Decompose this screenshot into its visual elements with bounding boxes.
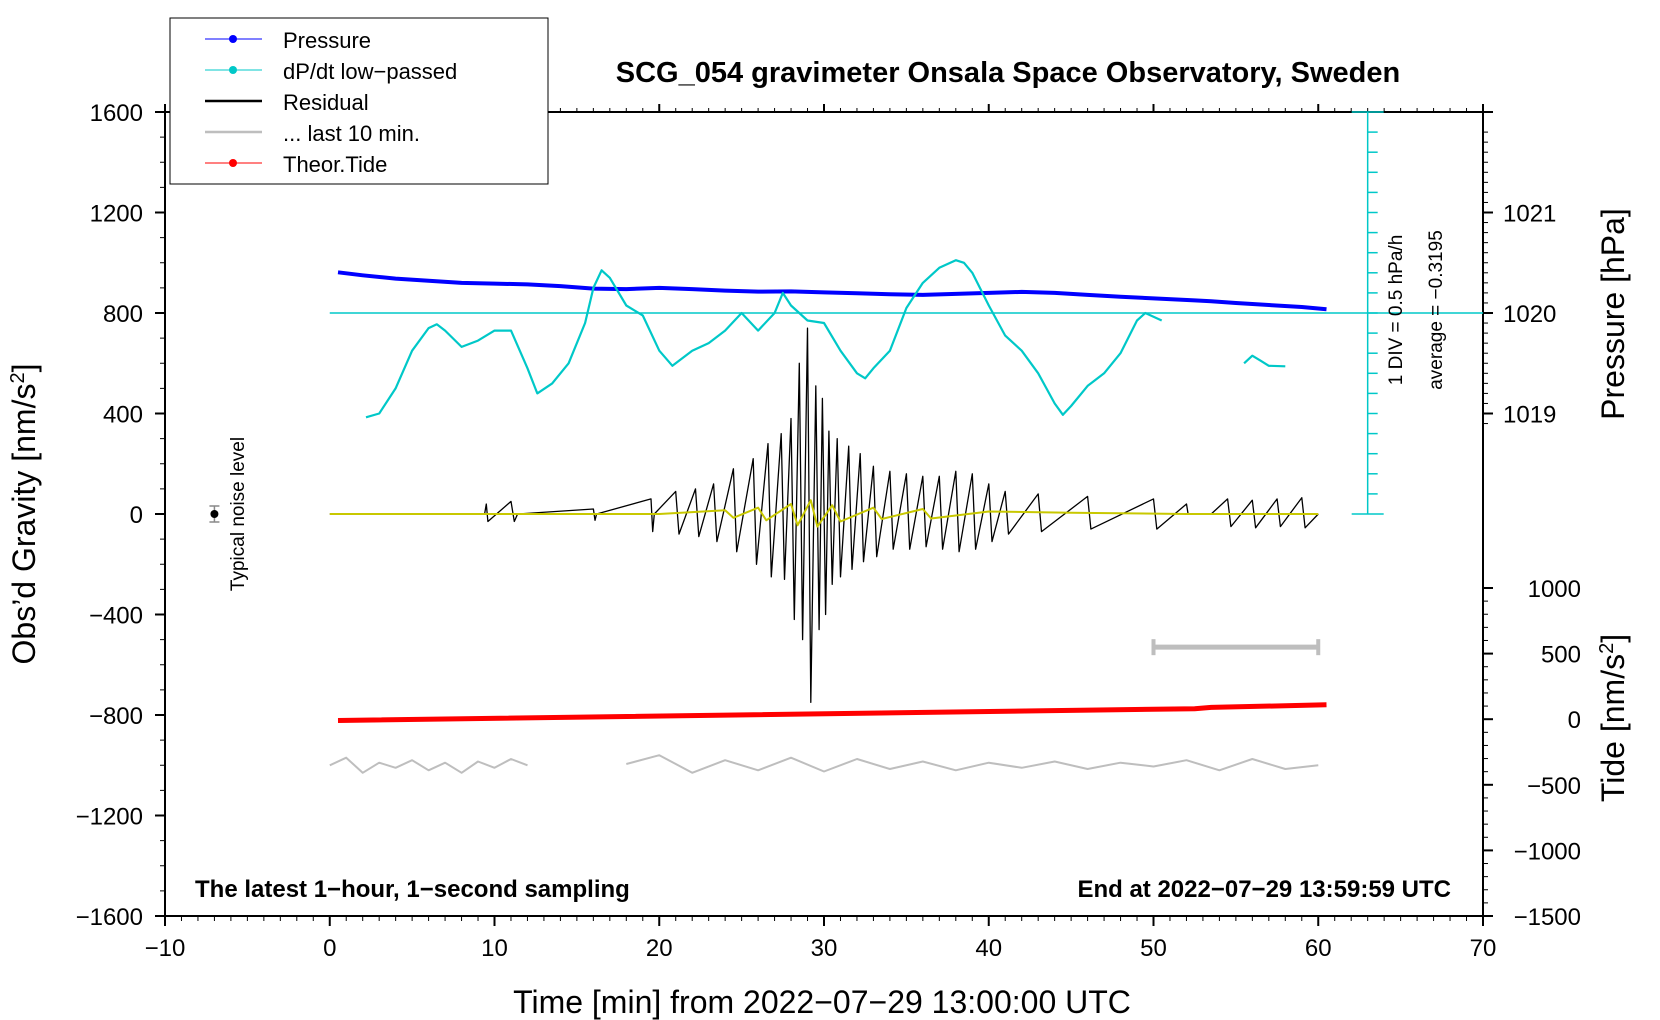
y-tick-label: 1200 [90,201,143,228]
y-tick-label: 1600 [90,100,143,127]
x-tick-label: 40 [975,935,1002,962]
y-axis-ticks: 1600 1200 800 400 0 −400 −800 −1200 −1600 [76,100,165,931]
tide-axis-ticks: 1000 500 0 −500 −1000 −1500 [1483,576,1581,931]
tide-tick-label: −1000 [1514,838,1581,865]
dpdt-average-label: average = −0.3195 [1426,230,1447,390]
tide-tick-label: 1000 [1528,576,1581,603]
legend-label: dP/dt low−passed [283,59,457,84]
tide-tick-label: −1500 [1514,904,1581,931]
series-line [329,327,1189,704]
x-tick-label: 70 [1470,935,1497,962]
legend-marker [229,35,237,43]
legend-marker [229,159,237,167]
y-axis-title-sup: 2 [7,372,29,383]
tide-tick-label: 0 [1568,707,1581,734]
legend-label: Residual [283,90,369,115]
dpdt-scale [329,111,1483,515]
pressure-axis-title: Pressure [hPa] [1595,208,1631,420]
x-tick-label: −10 [145,935,186,962]
chart-extras [209,505,1321,656]
end-time-note: End at 2022−07−29 13:59:59 UTC [1077,876,1451,903]
pressure-axis-ticks: 1021 1020 1019 [1483,111,1556,429]
series-line [329,756,528,774]
tide-tick-label: −500 [1527,773,1581,800]
legend: Pressure dP/dt low−passed Residual ... last… [169,17,549,185]
tide-axis-title-main: Tide [nm/s [1595,654,1631,802]
x-tick-label: 0 [323,935,336,962]
tide-axis-title-sup: 2 [1596,643,1618,654]
x-tick-label: 30 [811,935,838,962]
y-axis-title-close: ] [6,364,42,373]
dpdt-div-label: 1 DIV = 0.5 hPa/h [1386,235,1407,386]
y-tick-label: 0 [130,502,143,529]
y-tick-label: −1200 [76,804,143,831]
pressure-tick-label: 1021 [1503,201,1556,228]
x-axis-ticks: −10 0 10 20 30 40 50 60 70 [145,104,1497,962]
series-line [337,702,1327,723]
tide-axis-title-close: ] [1595,634,1631,643]
series-line [1210,497,1319,529]
noise-marker [210,510,219,518]
y-tick-label: 800 [103,301,143,328]
y-tick-label: −800 [89,703,143,730]
series-line [626,754,1319,774]
y-tick-label: 400 [103,402,143,429]
legend-marker [229,66,237,74]
x-tick-label: 50 [1140,935,1167,962]
y-axis-title: Obs’d Gravity [nm/s2] [6,364,42,665]
series-line [365,259,1163,419]
x-tick-label: 10 [481,935,508,962]
legend-entries: Pressure dP/dt low−passed Residual ... last… [205,28,457,177]
tide-tick-label: 500 [1541,642,1581,669]
y-axis-title-main: Obs’d Gravity [nm/s [6,384,42,665]
sampling-note: The latest 1−hour, 1−second sampling [195,876,630,903]
y-tick-label: −1600 [76,904,143,931]
noise-level-label: Typical noise level [228,437,249,591]
legend-label: ... last 10 min. [283,121,420,146]
chart-title: SCG_054 gravimeter Onsala Space Observat… [616,57,1400,89]
series-lines [329,259,1327,774]
y-tick-label: −400 [89,603,143,630]
pressure-tick-label: 1019 [1503,402,1556,429]
x-axis-title: Time [min] from 2022−07−29 13:00:00 UTC [513,984,1131,1020]
series-line [337,270,1327,312]
legend-label: Theor.Tide [283,152,387,177]
x-tick-label: 20 [646,935,673,962]
legend-label: Pressure [283,28,371,53]
x-tick-label: 60 [1305,935,1332,962]
pressure-tick-label: 1020 [1503,301,1556,328]
series-line [329,499,1319,528]
tide-axis-title: Tide [nm/s2] [1595,634,1631,802]
series-line [1243,354,1286,368]
